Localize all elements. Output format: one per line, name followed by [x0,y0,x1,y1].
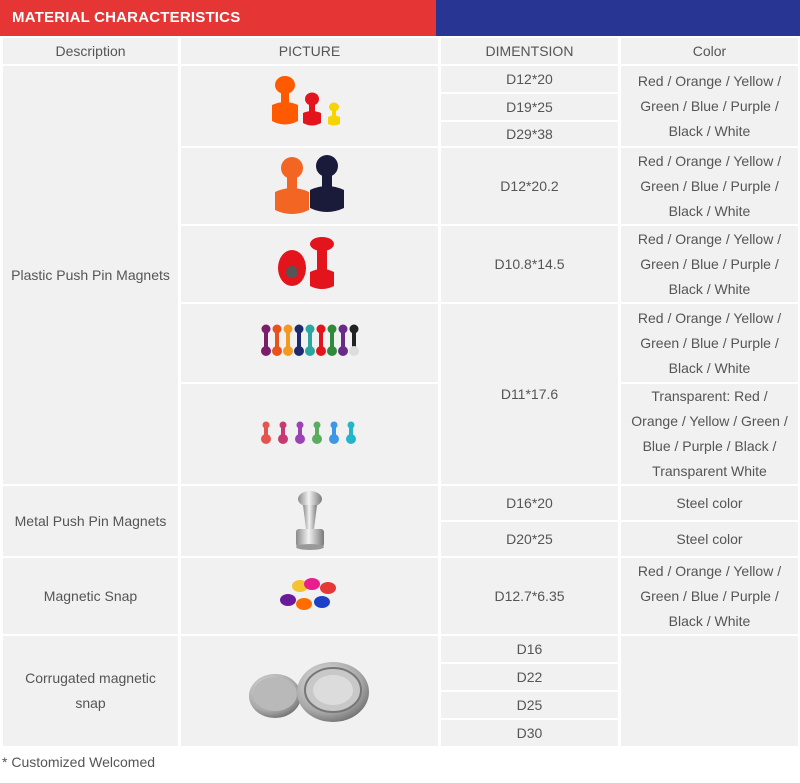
dimension-cell: D22 [441,664,618,690]
dimension-cell: D11*17.6 [441,304,618,484]
dimension-cell: D30 [441,720,618,746]
dimension-cell: D12*20 [441,66,618,92]
push-pin-three-sizes-image [271,76,340,126]
color-cell: Steel color [621,486,798,520]
description-plastic-push-pin: Plastic Push Pin Magnets [3,66,178,484]
dimension-cell: D19*25 [441,94,618,120]
push-pin-transparent-image [260,421,356,444]
color-cell: Red / Orange / Yellow / Green / Blue / P… [621,226,798,302]
dimension-cell: D20*25 [441,522,618,556]
corrugated-snap-image [248,662,369,722]
dimension-cell: D12*20.2 [441,148,618,224]
picture-push-pins-red [181,226,438,302]
dimension-cell: D29*38 [441,122,618,146]
magnetic-snap-image [279,578,336,610]
dimension-cell: D16*20 [441,486,618,520]
picture-magnetic-snap [181,558,438,634]
header-blue-block [436,0,800,36]
column-header-color: Color [621,38,798,64]
color-cell: Red / Orange / Yellow / Green / Blue / P… [621,66,798,146]
dimension-cell: D12.7*6.35 [441,558,618,634]
header-bar: MATERIAL CHARACTERISTICS [0,0,800,36]
header-red-block [0,0,436,36]
footnote: * Customized Welcomed [2,754,156,770]
color-cell: Steel color [621,522,798,556]
metal-push-pin-image [295,491,324,550]
color-cell: Red / Orange / Yellow / Green / Blue / P… [621,558,798,634]
color-cell: Transparent: Red / Orange / Yellow / Gre… [621,384,798,484]
push-pin-colorful-image [260,324,359,356]
page-title: MATERIAL CHARACTERISTICS [12,9,241,26]
picture-corrugated-snap [181,636,438,746]
color-cell-empty [621,636,798,746]
column-header-description: Description [3,38,178,64]
picture-push-pins-transparent [181,384,438,484]
dimension-cell: D25 [441,692,618,718]
description-metal-push-pin: Metal Push Pin Magnets [3,486,178,556]
push-pin-orange-black-image [274,155,344,214]
description-corrugated-snap: Corrugated magnetic snap [3,636,178,746]
color-cell: Red / Orange / Yellow / Green / Blue / P… [621,304,798,382]
dimension-cell: D16 [441,636,618,662]
picture-push-pins-colorful [181,304,438,382]
push-pin-red-image [277,237,334,289]
dimension-cell: D10.8*14.5 [441,226,618,302]
column-header-dimension: DIMENTSION [441,38,618,64]
column-header-picture: PICTURE [181,38,438,64]
picture-push-pins-orange-black [181,148,438,224]
description-magnetic-snap: Magnetic Snap [3,558,178,634]
color-cell: Red / Orange / Yellow / Green / Blue / P… [621,148,798,224]
picture-metal-push-pin [181,486,438,556]
picture-push-pins-sizes [181,66,438,146]
